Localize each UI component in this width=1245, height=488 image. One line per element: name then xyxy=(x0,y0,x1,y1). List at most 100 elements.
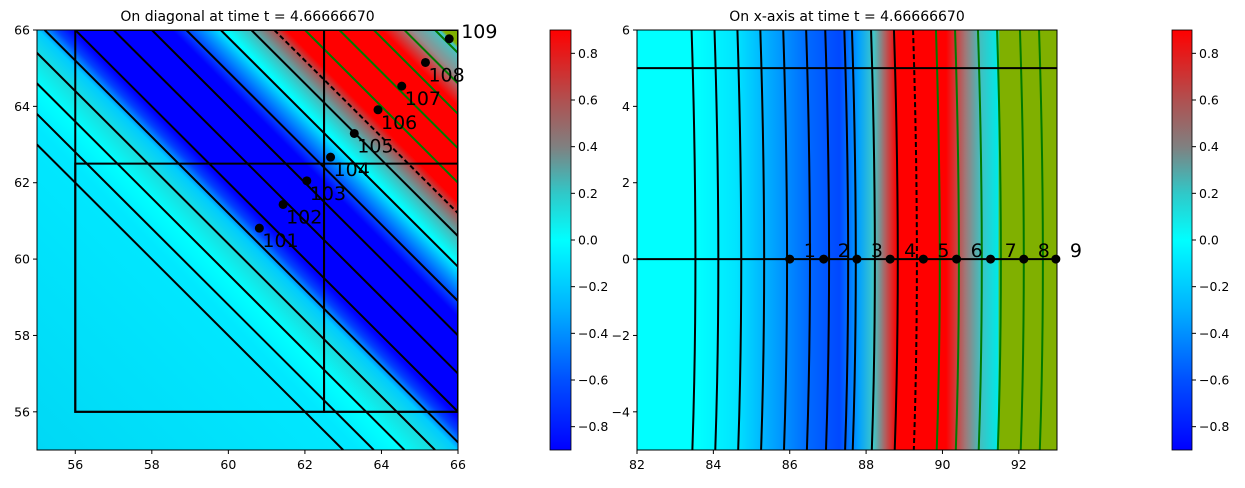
contour-line xyxy=(824,30,831,450)
probe-label: 104 xyxy=(334,159,370,181)
probe-point xyxy=(373,105,383,115)
probe-label: 102 xyxy=(286,206,322,228)
probe-point xyxy=(302,176,312,186)
axes-frame xyxy=(36,29,459,451)
colorbar-tick-label: −0.6 xyxy=(578,373,608,388)
colorbar-tick-label: 0.0 xyxy=(1199,233,1219,248)
colorbar-tick-label: 0.4 xyxy=(1199,139,1219,154)
y-tick-label: 56 xyxy=(14,404,30,419)
y-tick-label: 4 xyxy=(622,99,630,114)
colorbar-tick-label: 0.8 xyxy=(578,46,598,61)
probe-label: 8 xyxy=(1038,240,1050,262)
colorbar-tick-label: −0.4 xyxy=(1199,326,1229,341)
probe-point xyxy=(397,81,407,91)
colorbar-tick-label: 0.8 xyxy=(1199,46,1219,61)
x-tick-label: 84 xyxy=(705,457,721,472)
probe-point xyxy=(986,254,996,264)
probe-label: 109 xyxy=(461,21,497,43)
y-tick-label: 0 xyxy=(622,252,630,267)
contour-line-dashed xyxy=(912,30,918,450)
contour-line xyxy=(782,30,789,450)
y-tick-label: 58 xyxy=(14,328,30,343)
y-tick-label: 60 xyxy=(14,252,30,267)
x-tick-label: 90 xyxy=(935,457,951,472)
contour-line xyxy=(690,30,697,450)
contour-line xyxy=(850,30,857,450)
probe-label: 4 xyxy=(904,240,916,262)
axes-frame xyxy=(636,29,1058,451)
probe-point xyxy=(1019,254,1029,264)
contour-line xyxy=(843,30,850,450)
x-tick-label: 88 xyxy=(858,457,874,472)
probe-point xyxy=(278,199,288,209)
probe-point xyxy=(326,152,336,162)
x-tick-label: 82 xyxy=(629,457,645,472)
y-tick-label: −4 xyxy=(612,404,630,419)
colorbar-bar xyxy=(549,29,572,451)
contour-line xyxy=(37,112,375,450)
contour-line xyxy=(74,30,458,414)
contour-line xyxy=(805,30,811,450)
probe-point xyxy=(885,254,895,264)
y-tick-label: 66 xyxy=(14,23,30,38)
probe-label: 9 xyxy=(1070,240,1082,262)
probe-point xyxy=(1051,254,1061,264)
probe-point xyxy=(254,223,264,233)
probe-label: 101 xyxy=(262,230,298,252)
colorbar-tick-label: 0.2 xyxy=(1199,186,1219,201)
contour-line-green xyxy=(373,30,458,116)
x-tick-label: 64 xyxy=(374,457,390,472)
probe-label: 107 xyxy=(405,88,441,110)
x-tick-label: 58 xyxy=(144,457,160,472)
contour-line xyxy=(220,30,458,269)
colorbar-tick-label: 0.4 xyxy=(578,139,598,154)
contour-line xyxy=(43,30,458,444)
contour-line-green xyxy=(954,30,960,450)
probe-label: 5 xyxy=(937,240,949,262)
contour-line xyxy=(185,30,458,303)
colorbar-tick-label: −0.2 xyxy=(1199,279,1229,294)
probe-point xyxy=(852,254,862,264)
contour-line-green xyxy=(934,30,941,450)
x-tick-label: 56 xyxy=(67,457,83,472)
probe-label: 105 xyxy=(357,135,393,157)
y-tick-label: 6 xyxy=(622,23,630,38)
colorbar-tick-label: 0.0 xyxy=(578,233,598,248)
x-tick-label: 66 xyxy=(450,457,466,472)
contour-line-green xyxy=(338,30,458,150)
contour-line xyxy=(870,30,876,450)
probe-label: 108 xyxy=(428,64,464,86)
probe-point xyxy=(444,34,454,44)
probe-point xyxy=(349,128,359,138)
contour-line-green xyxy=(996,30,1002,450)
x-tick-label: 86 xyxy=(782,457,798,472)
contour-line-dashed xyxy=(273,30,458,215)
colorbar-tick-label: −0.6 xyxy=(1199,373,1229,388)
contour-line-green xyxy=(304,30,458,185)
probe-label: 3 xyxy=(871,240,883,262)
probe-label: 2 xyxy=(838,240,850,262)
contour-line xyxy=(250,30,458,238)
probe-point xyxy=(420,57,430,67)
contour-line-green xyxy=(976,30,983,450)
contour-line-green xyxy=(1018,30,1025,450)
y-tick-label: 2 xyxy=(622,175,630,190)
x-tick-label: 60 xyxy=(220,457,236,472)
contour-line xyxy=(759,30,766,450)
colorbar-2: −0.8 −0.6 −0.4 −0.2 0.0 0.2 0.4 0.6 0.8 xyxy=(1171,29,1229,451)
contours xyxy=(37,30,458,450)
colorbar-tick-label: −0.2 xyxy=(578,279,608,294)
probe-label: 7 xyxy=(1005,240,1017,262)
contour-line xyxy=(736,30,743,450)
x-tick-label: 62 xyxy=(297,457,313,472)
colorbar-bar xyxy=(1171,29,1193,451)
colorbar-tick-label: −0.4 xyxy=(578,326,608,341)
probe-point xyxy=(918,254,928,264)
probe-label: 103 xyxy=(310,183,346,205)
colorbar-tick-label: 0.6 xyxy=(1199,93,1219,108)
heatmap-field xyxy=(37,30,458,450)
colorbar-tick-label: −0.8 xyxy=(578,419,608,434)
